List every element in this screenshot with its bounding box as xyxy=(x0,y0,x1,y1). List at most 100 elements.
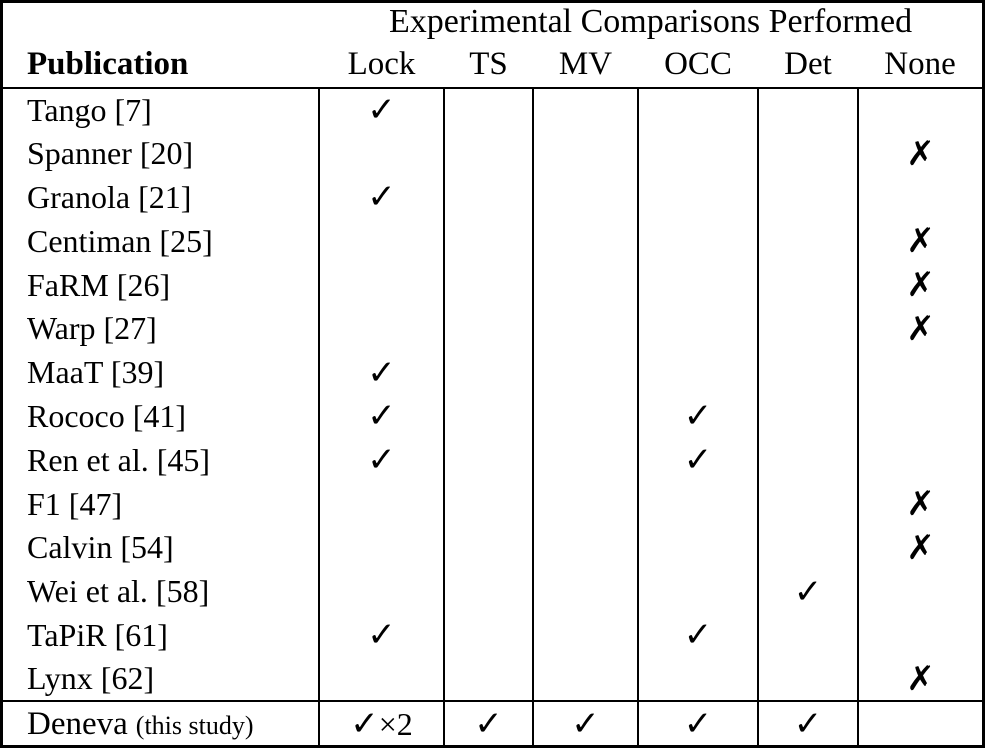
column-header-none: None xyxy=(858,41,983,89)
empty-cell xyxy=(318,131,444,176)
summary-publication-name: Deneva (this study) xyxy=(3,700,319,747)
empty-cell xyxy=(318,569,444,614)
empty-cell xyxy=(443,613,533,658)
check-mark-icon: ✓ xyxy=(532,700,638,747)
empty-cell xyxy=(318,525,444,570)
publication-name: Spanner [20] xyxy=(27,135,194,172)
mark-glyph: ✗ xyxy=(906,133,935,174)
empty-cell xyxy=(532,88,638,132)
publication-name: FaRM [26] xyxy=(27,266,171,303)
check-mark-icon: ✓ xyxy=(637,613,758,658)
publication-name: Calvin [54] xyxy=(27,529,174,566)
table-row: Calvin [54] ✗ xyxy=(3,525,983,570)
publication-name: Warp [27] xyxy=(27,310,157,347)
publication-name: Rococo [41] xyxy=(27,397,187,434)
mark-glyph: ✓ xyxy=(350,703,379,744)
mark-glyph: ✗ xyxy=(906,221,935,262)
empty-cell xyxy=(532,350,638,395)
empty-cell xyxy=(318,482,444,526)
mark-multiplier: ×2 xyxy=(378,705,413,742)
column-header-row: Publication Lock TS MV OCC Det None xyxy=(3,41,983,89)
empty-cell xyxy=(443,131,533,176)
empty-cell xyxy=(637,569,758,614)
empty-cell xyxy=(318,657,444,702)
empty-cell xyxy=(443,482,533,526)
empty-cell xyxy=(532,175,638,220)
empty-cell xyxy=(637,131,758,176)
empty-cell xyxy=(757,525,858,570)
empty-cell xyxy=(637,350,758,395)
check-mark-icon: ✓ xyxy=(318,394,444,439)
empty-cell xyxy=(443,175,533,220)
mark-glyph: ✗ xyxy=(906,484,935,525)
empty-cell xyxy=(757,219,858,264)
empty-cell xyxy=(757,657,858,702)
empty-cell xyxy=(443,219,533,264)
table-row: Ren et al. [45] ✓ ✓ xyxy=(3,438,983,483)
empty-cell xyxy=(757,394,858,439)
table-row: MaaT [39] ✓ xyxy=(3,350,983,395)
check-mark-icon: ✓×2 xyxy=(318,700,444,747)
table-row: FaRM [26] ✗ xyxy=(3,263,983,307)
mark-glyph: ✓ xyxy=(367,440,396,481)
empty-cell xyxy=(443,657,533,702)
empty-cell xyxy=(443,88,533,132)
empty-cell xyxy=(532,306,638,351)
empty-cell xyxy=(532,394,638,439)
mark-glyph: ✓ xyxy=(367,396,396,437)
mark-glyph: ✓ xyxy=(367,177,396,218)
summary-publication-label: Deneva xyxy=(27,706,128,743)
table-row: Tango [7] ✓ xyxy=(3,88,983,132)
empty-cell xyxy=(532,438,638,483)
publication-name: MaaT [39] xyxy=(27,354,165,391)
table-row: Wei et al. [58] ✓ xyxy=(3,569,983,614)
cross-mark-icon: ✗ xyxy=(856,525,983,570)
column-header-occ: OCC xyxy=(638,41,758,89)
column-header-det: Det xyxy=(758,41,858,89)
publication-name: Tango [7] xyxy=(27,91,152,128)
check-mark-icon: ✓ xyxy=(318,438,444,483)
column-header-publication: Publication xyxy=(3,41,319,89)
table-row: F1 [47] ✗ xyxy=(3,482,983,526)
cross-mark-icon: ✗ xyxy=(856,306,983,351)
empty-cell xyxy=(443,350,533,395)
check-mark-icon: ✓ xyxy=(637,394,758,439)
empty-cell xyxy=(757,438,858,483)
empty-cell xyxy=(637,657,758,702)
empty-cell xyxy=(318,263,444,307)
mark-glyph: ✓ xyxy=(683,615,713,656)
table-body: Tango [7] ✓ Spanner [20] ✗ Granola [21] ✓ Cent… xyxy=(3,88,983,702)
empty-cell xyxy=(443,306,533,351)
empty-cell xyxy=(532,131,638,176)
check-mark-icon: ✓ xyxy=(443,700,533,747)
summary-publication-note: (this study) xyxy=(135,711,254,741)
mark-glyph: ✗ xyxy=(906,265,935,306)
publication-name: F1 [47] xyxy=(27,485,123,522)
check-mark-icon: ✓ xyxy=(637,700,758,747)
empty-cell xyxy=(318,219,444,264)
publication-name: Wei et al. [58] xyxy=(27,573,210,610)
mark-glyph: ✓ xyxy=(367,615,396,656)
table-title: Experimental Comparisons Performed xyxy=(388,3,913,40)
check-mark-icon: ✓ xyxy=(757,569,858,614)
table-footer: Deneva (this study) ✓×2 ✓ ✓ ✓ ✓ xyxy=(3,700,983,747)
empty-cell xyxy=(757,88,858,132)
empty-cell xyxy=(856,88,983,132)
empty-cell xyxy=(856,175,983,220)
empty-cell xyxy=(443,263,533,307)
empty-cell xyxy=(757,482,858,526)
empty-cell xyxy=(532,613,638,658)
mark-glyph: ✓ xyxy=(474,704,503,745)
column-header-ts: TS xyxy=(444,41,533,89)
empty-cell xyxy=(532,525,638,570)
summary-row: Deneva (this study) ✓×2 ✓ ✓ ✓ ✓ xyxy=(3,700,983,747)
empty-cell xyxy=(637,88,758,132)
empty-cell xyxy=(757,306,858,351)
check-mark-icon: ✓ xyxy=(318,175,444,220)
empty-cell xyxy=(443,525,533,570)
cross-mark-icon: ✗ xyxy=(856,263,983,307)
empty-cell xyxy=(757,350,858,395)
empty-cell xyxy=(532,657,638,702)
empty-cell xyxy=(532,219,638,264)
